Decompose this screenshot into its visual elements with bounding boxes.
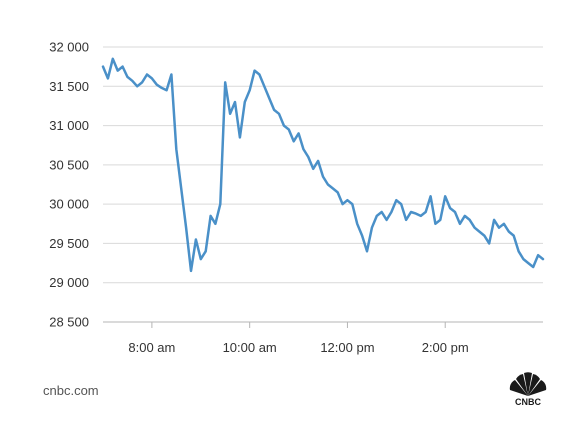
axis-lines [103,321,543,328]
source-label: cnbc.com [43,383,99,398]
brand-text: CNBC [515,397,541,407]
y-tick-label: 30 000 [49,197,89,212]
series-layer [101,57,545,273]
y-axis-labels: 28 500 29 000 29 500 30 000 30 500 31 000 31 5… [49,40,89,330]
y-tick-label: 30 500 [49,157,89,172]
y-tick-label: 31 500 [49,79,89,94]
peacock-icon [509,372,547,396]
cnbc-peacock-logo: CNBC [509,372,547,407]
series-line [101,57,545,273]
y-tick-label: 31 000 [49,118,89,133]
x-tick-label: 12:00 pm [320,340,374,355]
grid-lines [103,46,543,323]
x-tick-label: 8:00 am [128,340,175,355]
x-tick-label: 10:00 am [223,340,277,355]
y-tick-label: 32 000 [49,40,89,55]
y-tick-label: 29 500 [49,236,89,251]
x-axis-labels: 8:00 am 10:00 am 12:00 pm 2:00 pm [128,340,468,355]
y-tick-label: 29 000 [49,275,89,290]
x-tick-label: 2:00 pm [422,340,469,355]
y-tick-label: 28 500 [49,315,89,330]
